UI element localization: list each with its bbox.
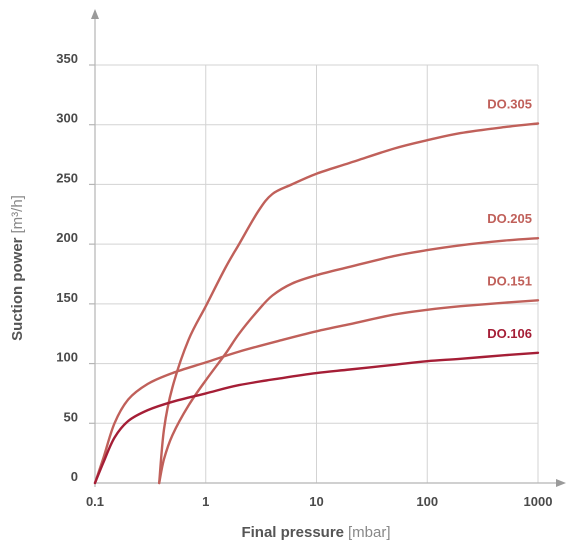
x-tick-label: 100 xyxy=(416,494,438,509)
y-tick-label: 250 xyxy=(56,170,78,185)
x-tick-label: 0.1 xyxy=(86,494,104,509)
series-label-do-205: DO.205 xyxy=(487,211,532,226)
x-axis-unit: [mbar] xyxy=(348,524,391,541)
series-line-do-106 xyxy=(93,351,540,485)
series-line-do-205 xyxy=(158,237,540,485)
series-line-do-305 xyxy=(158,122,540,485)
series-line-do-151 xyxy=(93,299,540,485)
axes xyxy=(91,9,566,487)
series-labels: DO.305 DO.205 DO.151 DO.106 xyxy=(487,97,532,341)
y-tick-label: 100 xyxy=(56,350,78,365)
series-label-do-106: DO.106 xyxy=(487,326,532,341)
x-axis-arrow-icon xyxy=(556,479,566,487)
grid xyxy=(89,64,539,483)
y-tick-label: 300 xyxy=(56,111,78,126)
y-axis-unit: [m³/h] xyxy=(9,195,26,233)
x-axis-title: Final pressure [mbar] xyxy=(241,524,390,541)
y-axis-label: Suction power xyxy=(9,237,26,341)
x-tick-label: 10 xyxy=(309,494,323,509)
y-axis-title: Suction power [m³/h] xyxy=(9,195,26,341)
y-tick-label: 0 xyxy=(71,469,78,484)
y-tick-label: 200 xyxy=(56,230,78,245)
y-axis-arrow-icon xyxy=(91,9,99,19)
series-label-do-151: DO.151 xyxy=(487,273,532,288)
x-tick-label: 1000 xyxy=(524,494,553,509)
tick-labels: 0.1 1 10 100 1000 0 50 100 150 200 250 300 350 xyxy=(56,51,552,509)
series-label-do-305: DO.305 xyxy=(487,97,532,112)
x-axis-label: Final pressure xyxy=(241,524,344,541)
y-tick-label: 350 xyxy=(56,51,78,66)
y-tick-label: 150 xyxy=(56,290,78,305)
y-tick-label: 50 xyxy=(64,409,78,424)
series-lines xyxy=(93,122,540,485)
x-tick-label: 1 xyxy=(202,494,209,509)
